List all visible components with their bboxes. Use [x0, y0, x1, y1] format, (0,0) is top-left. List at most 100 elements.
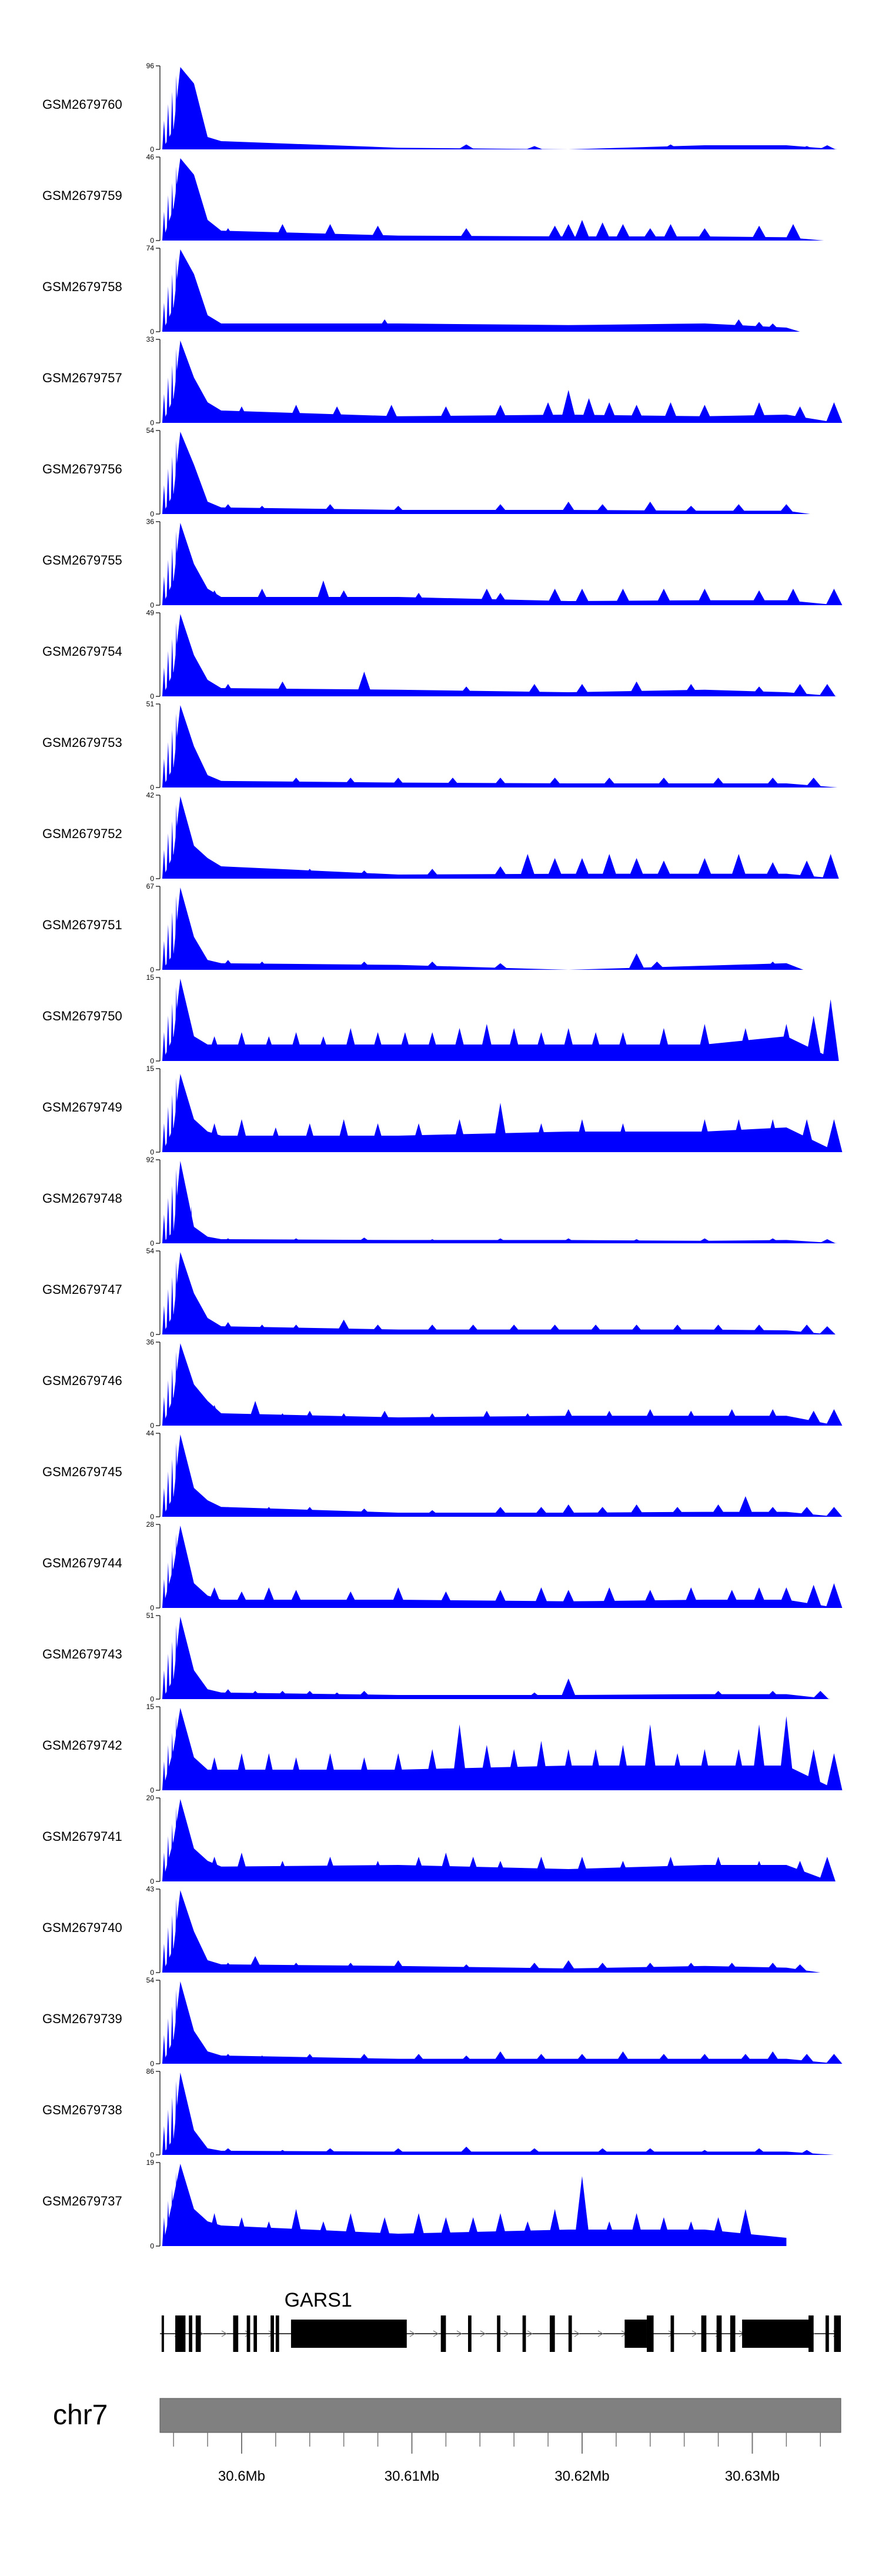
coverage-peak — [170, 1368, 174, 1426]
coverage-area — [160, 1799, 831, 1881]
coverage-peak — [184, 373, 188, 423]
coverage-peak — [764, 1507, 781, 1517]
track-label: GSM2679757 — [42, 371, 122, 385]
coverage-peak — [614, 1745, 632, 1790]
track-label: GSM2679745 — [42, 1464, 122, 1479]
coverage-peak — [560, 224, 577, 241]
coverage-peak — [560, 1409, 577, 1426]
coverage-peak — [560, 1749, 577, 1790]
coverage-peak — [376, 1410, 393, 1426]
coverage-peak — [791, 1964, 808, 1973]
coverage-peak — [166, 1745, 170, 1790]
coverage-peak — [301, 1691, 318, 1699]
coverage-peak — [253, 1324, 270, 1334]
coverage-peak — [710, 1691, 727, 1699]
coverage-peak — [162, 759, 166, 788]
coverage-peak — [751, 322, 768, 332]
coverage-peak — [174, 166, 178, 241]
coverage-peak — [683, 684, 700, 696]
gene-exon — [189, 2315, 193, 2352]
coverage-peak — [594, 1507, 611, 1517]
coverage-peak — [492, 2051, 509, 2064]
coverage-peak — [669, 1507, 686, 1517]
coverage-peak — [628, 858, 645, 879]
coverage-area — [160, 796, 838, 879]
track-ymin-label: 0 — [150, 1968, 154, 1977]
coverage-peak — [465, 1857, 482, 1881]
coverage-peak — [764, 962, 781, 970]
coverage-peak — [178, 1439, 182, 1517]
genome-axis-track: chr7 30.6Mb 30.61Mb 30.62Mb 30.63Mb — [53, 2398, 841, 2484]
coverage-peak — [322, 224, 339, 241]
coverage-peak — [162, 1214, 166, 1243]
track-label: GSM2679739 — [42, 2011, 122, 2026]
coverage-peak — [826, 589, 843, 605]
track-label: GSM2679759 — [42, 188, 122, 203]
coverage-peak — [812, 1691, 829, 1699]
coverage-peak — [791, 1861, 808, 1881]
track-label: GSM2679741 — [42, 1829, 122, 1844]
coverage-peak — [533, 1587, 550, 1608]
coverage-track: GSM2679741 20 0 — [42, 1794, 836, 1886]
track-ymin-label: 0 — [150, 1695, 154, 1703]
coverage-peak — [178, 253, 182, 332]
gene-exon — [497, 2315, 500, 2352]
coverage-track: GSM2679739 54 0 — [42, 1976, 843, 2068]
coverage-peak — [751, 1724, 768, 1790]
coverage-area — [160, 1074, 838, 1152]
coverage-peak — [189, 1024, 193, 1061]
coverage-area — [160, 432, 810, 514]
coverage-peak — [799, 860, 816, 879]
coverage-peak — [260, 2221, 278, 2246]
coverage-peak — [546, 2209, 563, 2246]
coverage-peak — [642, 1724, 659, 1790]
coverage-peak — [184, 1559, 188, 1608]
coverage-peak — [170, 1915, 174, 1973]
coverage-peak — [274, 681, 291, 696]
coverage-peak — [288, 405, 305, 423]
coverage-peak — [174, 349, 178, 423]
coverage-peak — [791, 684, 808, 696]
coverage-peak — [492, 778, 509, 788]
coverage-peak — [662, 402, 679, 423]
coverage-area — [160, 1252, 831, 1334]
coverage-peak — [189, 659, 193, 696]
coverage-peak — [737, 2054, 754, 2064]
coverage-peak — [573, 2176, 590, 2246]
track-ymax-label: 51 — [146, 700, 155, 708]
coverage-peak — [526, 146, 543, 149]
coverage-peak — [822, 854, 839, 879]
coverage-peak — [805, 1410, 822, 1426]
track-ymax-label: 74 — [146, 244, 155, 252]
coverage-peak — [818, 145, 836, 149]
coverage-peak — [710, 2217, 727, 2246]
coverage-peak — [410, 2054, 427, 2064]
coverage-peak — [170, 1003, 174, 1061]
coverage-peak — [546, 1324, 563, 1334]
coverage-peak — [710, 1857, 727, 1881]
coverage-peak — [288, 1590, 305, 1608]
coverage-track: GSM2679754 49 0 — [42, 609, 838, 700]
coverage-peak — [174, 440, 178, 514]
coverage-peak — [166, 469, 170, 514]
coverage-peak — [233, 406, 250, 423]
coverage-peak — [162, 2035, 166, 2064]
coverage-track: GSM2679746 36 0 — [42, 1338, 843, 1430]
coverage-peak — [170, 730, 174, 788]
coverage-peak — [580, 398, 597, 423]
coverage-peak — [166, 1654, 170, 1699]
coverage-peak — [642, 228, 659, 241]
coverage-peak — [478, 589, 495, 605]
coverage-peak — [560, 1238, 577, 1243]
coverage-peak — [546, 858, 563, 879]
coverage-peak — [166, 1289, 170, 1334]
coverage-peak — [178, 1803, 182, 1881]
track-ymax-label: 20 — [146, 1794, 155, 1802]
coverage-peak — [396, 1032, 413, 1061]
coverage-track: GSM2679749 15 0 — [42, 1065, 843, 1156]
coverage-peak — [628, 1324, 645, 1334]
gene-name-label: GARS1 — [285, 2289, 352, 2311]
coverage-peak — [526, 684, 543, 696]
coverage-peak — [189, 477, 193, 514]
coverage-peak — [174, 1078, 178, 1152]
